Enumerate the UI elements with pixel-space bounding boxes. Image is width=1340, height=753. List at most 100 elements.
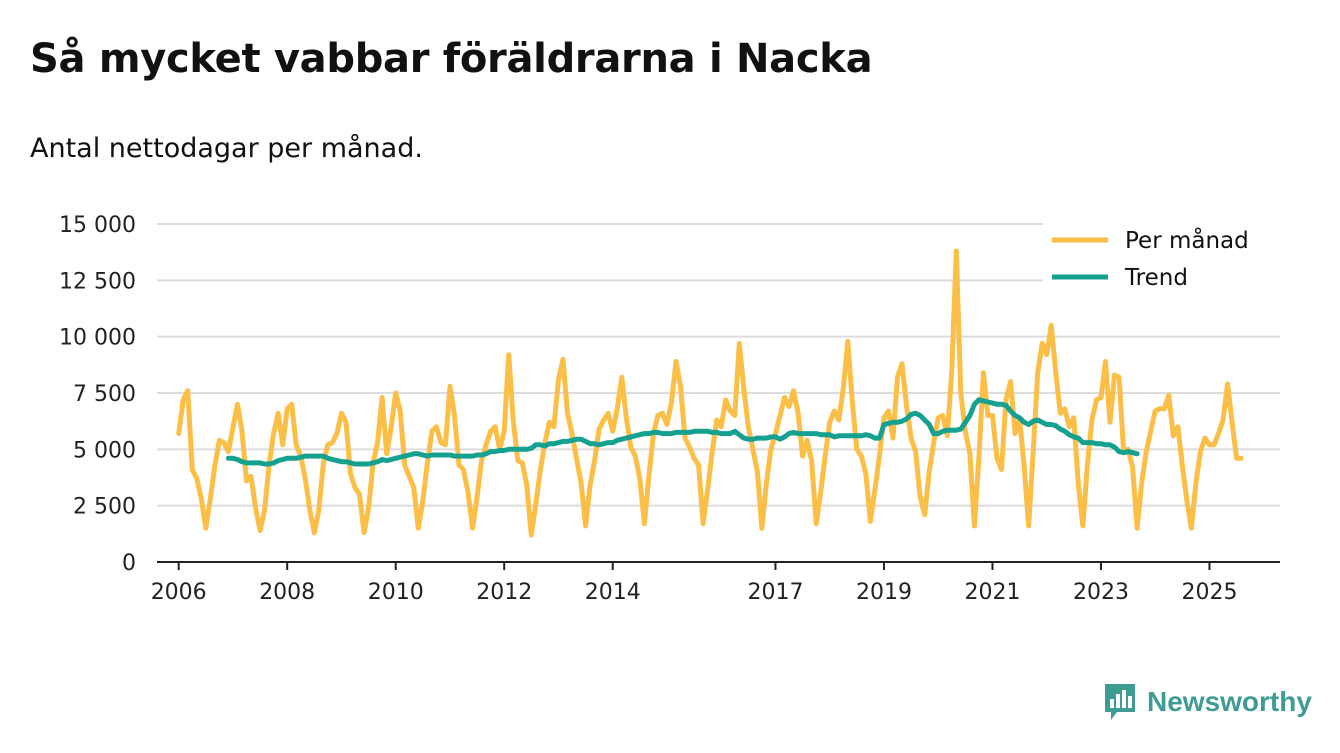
data-point	[1117, 375, 1122, 380]
data-point	[1049, 422, 1054, 427]
data-point	[1008, 409, 1013, 414]
data-point	[787, 431, 792, 436]
data-point	[764, 481, 769, 486]
data-point	[484, 451, 489, 456]
data-point	[502, 448, 507, 453]
data-point	[529, 533, 534, 538]
data-point	[484, 442, 489, 447]
data-point	[1112, 373, 1117, 378]
data-point	[461, 467, 466, 472]
x-tick-label: 2025	[1181, 580, 1237, 605]
data-point	[1212, 442, 1217, 447]
data-point	[1067, 424, 1072, 429]
data-point	[506, 447, 511, 452]
data-point	[895, 375, 900, 380]
data-point	[226, 449, 231, 454]
data-point	[931, 431, 936, 436]
data-point	[619, 375, 624, 380]
data-point	[796, 431, 801, 436]
data-point	[493, 449, 498, 454]
data-point	[895, 420, 900, 425]
data-point	[1108, 420, 1113, 425]
data-point	[425, 454, 430, 459]
data-point	[683, 436, 688, 441]
data-point	[891, 420, 896, 425]
data-point	[262, 508, 267, 513]
data-point	[778, 413, 783, 418]
data-point	[886, 421, 891, 426]
x-tick-label: 2008	[259, 580, 315, 605]
data-point	[809, 431, 814, 436]
data-point	[289, 402, 294, 407]
data-point	[538, 467, 543, 472]
data-point	[244, 478, 249, 483]
data-point	[312, 530, 317, 535]
x-tick-label: 2014	[585, 580, 641, 605]
data-point	[393, 391, 398, 396]
data-point	[411, 451, 416, 456]
data-point	[872, 436, 877, 441]
data-point	[1166, 393, 1171, 398]
series-line-per-manad	[176, 248, 1244, 538]
data-point	[208, 496, 213, 501]
page-title: Så mycket vabbar föräldrarna i Nacka	[30, 36, 873, 82]
data-point	[610, 429, 615, 434]
data-point	[900, 419, 905, 424]
data-point	[913, 449, 918, 454]
data-point	[475, 453, 480, 458]
data-point	[249, 474, 254, 479]
data-point	[1193, 481, 1198, 486]
data-point	[1008, 379, 1013, 384]
data-point	[995, 402, 1000, 407]
data-point	[344, 420, 349, 425]
data-point	[457, 463, 462, 468]
data-point	[823, 454, 828, 459]
data-point	[1221, 418, 1226, 423]
data-point	[1198, 449, 1203, 454]
data-point	[244, 460, 249, 465]
data-point	[787, 404, 792, 409]
data-point	[448, 453, 453, 458]
data-point	[868, 433, 873, 438]
data-point	[601, 441, 606, 446]
data-point	[181, 397, 186, 402]
data-point	[918, 413, 923, 418]
data-point	[497, 448, 502, 453]
data-point	[321, 460, 326, 465]
data-point	[904, 404, 909, 409]
data-point	[945, 428, 950, 433]
data-point	[999, 402, 1004, 407]
data-point	[1004, 403, 1009, 408]
data-point	[1071, 434, 1076, 439]
data-point	[746, 424, 751, 429]
data-point	[312, 454, 317, 459]
data-point	[877, 454, 882, 459]
data-point	[633, 454, 638, 459]
data-point	[366, 505, 371, 510]
data-point	[470, 454, 475, 459]
data-point	[176, 431, 181, 436]
data-point	[850, 433, 855, 438]
data-point	[769, 434, 774, 439]
data-point	[511, 447, 516, 452]
data-point	[967, 451, 972, 456]
data-point	[561, 357, 566, 362]
data-point	[927, 469, 932, 474]
data-point	[805, 431, 810, 436]
data-point	[1189, 526, 1194, 531]
data-point	[692, 456, 697, 461]
data-point	[429, 429, 434, 434]
data-point	[389, 424, 394, 429]
x-tick-label: 2019	[856, 580, 912, 605]
data-point	[1058, 427, 1063, 432]
y-tick-label: 2 500	[73, 495, 136, 520]
data-point	[999, 467, 1004, 472]
data-point	[597, 442, 602, 447]
legend-label-trend: Trend	[1124, 265, 1188, 291]
data-point	[1112, 445, 1117, 450]
data-point	[1121, 450, 1126, 455]
data-point	[791, 388, 796, 393]
data-point	[1207, 442, 1212, 447]
data-point	[683, 430, 688, 435]
data-point	[298, 455, 303, 460]
